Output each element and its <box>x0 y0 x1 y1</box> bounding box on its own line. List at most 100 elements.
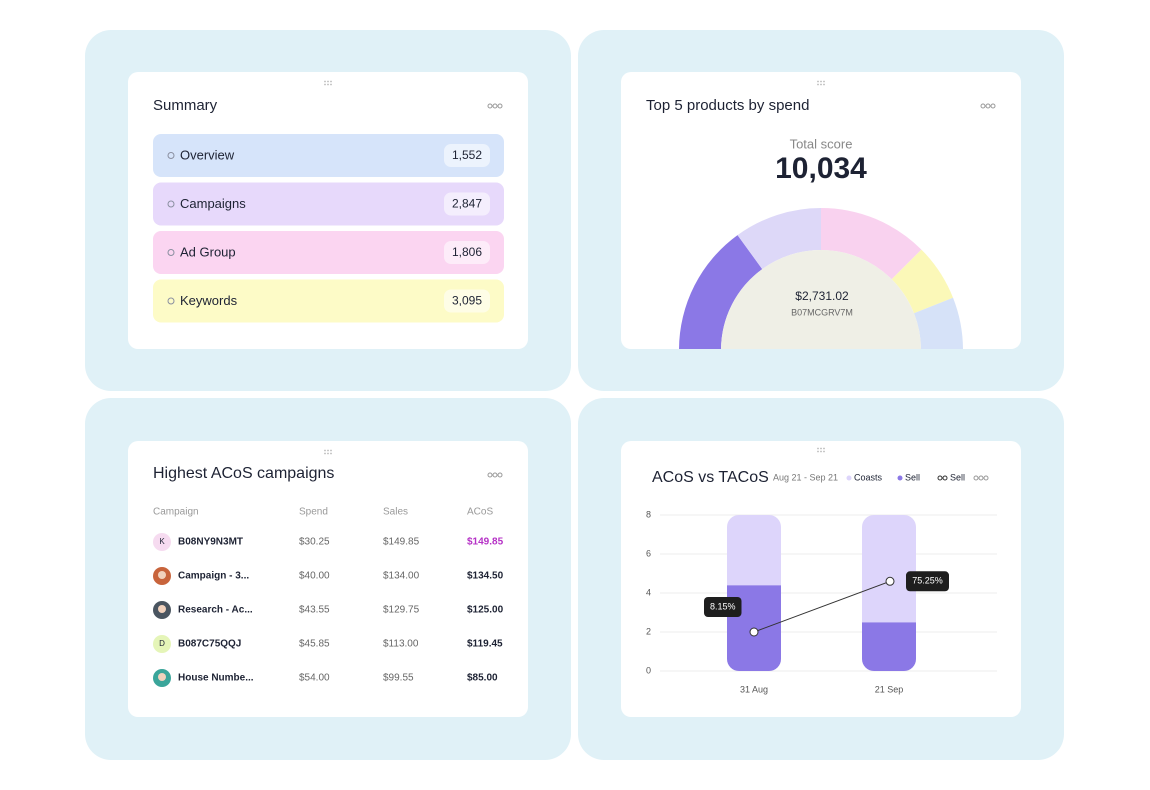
y-tick-label: 6 <box>646 548 651 558</box>
donut-segment <box>891 249 954 314</box>
table-cell: $134.00 <box>383 571 420 582</box>
legend-label: Coasts <box>854 472 883 482</box>
drag-handle-dot <box>330 452 332 455</box>
menu-dot <box>983 475 989 481</box>
table-cell: $45.85 <box>299 639 330 650</box>
avatar <box>153 533 171 551</box>
center-value: $2,731.02 <box>795 289 849 303</box>
table-cell: $30.25 <box>299 537 330 548</box>
table-cell: $99.55 <box>383 673 414 684</box>
table-cell: $129.75 <box>383 605 420 616</box>
table-cell: $54.00 <box>299 673 330 684</box>
row-bullet <box>167 249 175 256</box>
drag-handle-dot <box>330 80 332 83</box>
annotation-box <box>906 571 949 592</box>
drag-handle-dot <box>324 80 326 83</box>
legend-dot <box>897 475 903 481</box>
table-cell: $40.00 <box>299 571 330 582</box>
summary-row <box>153 279 504 323</box>
drag-handle-dot <box>817 450 819 453</box>
donut-segment <box>737 208 821 270</box>
menu-dot <box>492 472 498 478</box>
avatar-face <box>158 571 166 579</box>
annotation: 75.25% <box>912 576 943 586</box>
drag-handle-dot <box>330 83 332 86</box>
donut-segment <box>679 235 763 349</box>
table-cell: B08NY9N3MT <box>178 537 243 548</box>
legend-label: Sell <box>905 472 920 482</box>
legend-line-icon <box>942 475 948 481</box>
bar-segment <box>862 515 916 623</box>
total-value: 10,034 <box>775 152 867 185</box>
drag-handle-dot <box>327 80 329 83</box>
donut-hole <box>721 250 921 349</box>
row-bullet <box>167 297 175 305</box>
card-title: Summary <box>153 97 218 114</box>
bar-segment <box>862 622 916 671</box>
legend-dot <box>846 475 852 481</box>
drag-handle-dot <box>823 80 825 83</box>
center-label: B07MCGRV7M <box>791 307 853 317</box>
row-label: Keywords <box>180 293 238 308</box>
table-cell: $149.85 <box>467 537 504 548</box>
drag-handle-dot <box>327 452 329 455</box>
column-header: Spend <box>299 507 328 518</box>
drag-handle-dot <box>820 83 822 86</box>
row-label: Campaigns <box>180 196 246 211</box>
menu-dot <box>487 103 493 109</box>
line-point <box>885 576 895 586</box>
table-cell: $119.45 <box>467 639 503 650</box>
menu-dot <box>980 103 986 109</box>
row-value: 1,552 <box>452 148 482 162</box>
drag-handle-dot <box>823 447 825 450</box>
row-bullet <box>167 200 175 208</box>
card <box>128 441 528 717</box>
row-value: 1,806 <box>452 245 482 259</box>
drag-handle-dot <box>820 450 822 453</box>
table-cell: Research - Ac... <box>178 605 253 616</box>
card <box>621 441 1021 717</box>
drag-handle-dot <box>820 80 822 83</box>
line-point <box>749 627 759 637</box>
line <box>753 580 891 633</box>
value-pill <box>444 289 490 313</box>
annotation: 8.15% <box>710 601 736 611</box>
bar-group <box>727 515 781 671</box>
table-cell: $149.85 <box>383 537 420 548</box>
donut <box>679 208 963 349</box>
menu-dot <box>973 475 979 481</box>
row-label: Ad Group <box>180 244 236 259</box>
total-label: Total score <box>790 136 853 151</box>
drag-handle-dot <box>817 80 819 83</box>
drag-handle-dot <box>823 83 825 86</box>
value-pill <box>444 192 490 216</box>
drag-handle-dot <box>327 83 329 86</box>
table-cell: $85.00 <box>467 673 498 684</box>
bar-segment <box>727 515 781 586</box>
donut-segment <box>913 297 963 349</box>
table-cell: $125.00 <box>467 605 504 616</box>
menu-dot <box>487 472 493 478</box>
row-label: Overview <box>180 147 235 162</box>
annotation-box <box>704 597 742 617</box>
menu-dot <box>492 103 498 109</box>
legend-line-icon <box>937 475 943 481</box>
menu-dot <box>497 472 503 478</box>
avatar-initial: K <box>159 537 165 546</box>
drag-handle-dot <box>330 449 332 452</box>
row-value: 3,095 <box>452 294 482 308</box>
legend-label: Sell <box>950 472 965 482</box>
column-header: Campaign <box>153 507 199 518</box>
drag-handle-dot <box>324 452 326 455</box>
menu-dot <box>978 475 984 481</box>
drag-handle-dot <box>817 83 819 86</box>
row-bullet <box>167 152 175 159</box>
table-cell: B087C75QQJ <box>178 639 241 650</box>
card-title: Top 5 products by spend <box>646 97 809 114</box>
y-tick-label: 8 <box>646 509 651 519</box>
avatar-face <box>158 673 166 681</box>
table-cell: Campaign - 3... <box>178 571 249 582</box>
drag-handle-dot <box>327 449 329 452</box>
card-title: Highest ACoS campaigns <box>153 465 334 482</box>
